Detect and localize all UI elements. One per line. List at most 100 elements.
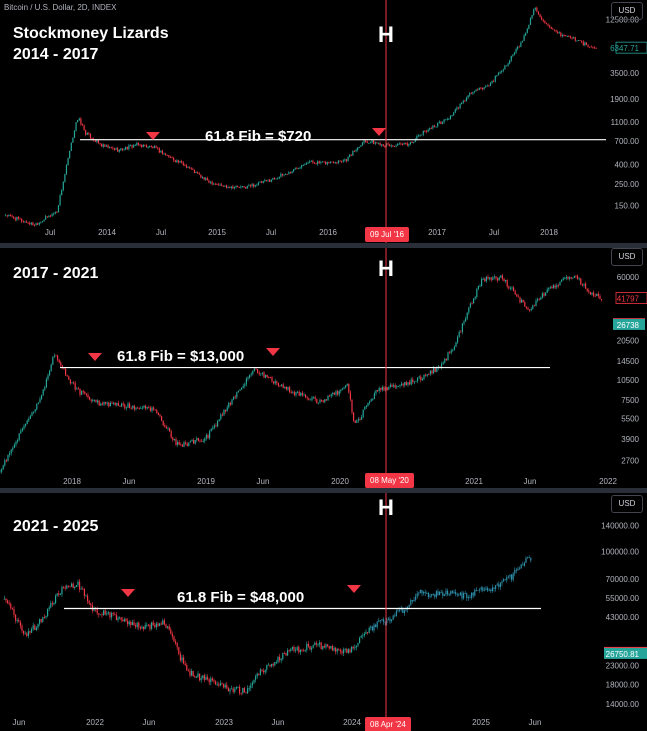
candle-body [259, 181, 261, 183]
candle-body [75, 122, 77, 131]
candle-body [392, 615, 394, 620]
currency-button-3[interactable]: USD [611, 495, 643, 513]
candle-body [496, 584, 498, 586]
candle-body [226, 684, 228, 689]
candle-body [296, 168, 298, 170]
candle-body [574, 37, 576, 41]
chart-svg-2[interactable]: 6000041797270842673820500145001050075005… [0, 248, 647, 488]
panel-separator[interactable] [0, 243, 647, 248]
candle-body [309, 161, 311, 163]
candle-body [426, 374, 428, 376]
candle-body [135, 407, 137, 410]
candle-body [592, 46, 594, 48]
y-tick-label: 60000 [617, 273, 640, 282]
chart-subtitle-3: 2021 - 2025 [13, 518, 99, 535]
candle-body [108, 402, 110, 407]
panel-separator[interactable] [0, 488, 647, 493]
candle-body [369, 142, 372, 144]
candle-body [226, 407, 228, 412]
candle-body [318, 161, 320, 163]
candle-body [582, 41, 584, 46]
candle-body [253, 184, 255, 187]
candle-body [594, 295, 596, 297]
candle-body [589, 291, 591, 295]
candle-body [174, 641, 177, 644]
candle-body [448, 594, 450, 596]
candle-body [453, 591, 455, 593]
candle-body [129, 403, 131, 409]
chart-svg-1[interactable]: 12500.00 6347.71 3500.00 1900.00 1100.00 700.… [0, 0, 647, 243]
x-tick-label: 2017 [428, 228, 446, 237]
candle-body [530, 557, 532, 561]
candle-body [73, 382, 75, 384]
candle-body [76, 388, 78, 390]
candle-body [454, 109, 456, 113]
candle-body [370, 626, 372, 628]
candle-body [488, 85, 490, 87]
candle-body [285, 174, 287, 175]
currency-button-1[interactable]: USD [611, 2, 643, 20]
candle-body [249, 374, 251, 378]
candle-body [58, 359, 60, 363]
candle-body [386, 619, 388, 623]
candle-body [214, 681, 217, 685]
x-tick-label: 2024 [343, 718, 361, 727]
candle-body [337, 391, 339, 395]
candle-body [160, 623, 162, 625]
candle-body [482, 587, 484, 591]
candle-body [222, 185, 224, 187]
candle-body [118, 149, 120, 152]
candle-body [569, 36, 572, 39]
candle-body [43, 617, 45, 618]
candle-body [262, 180, 264, 183]
candle-body [244, 384, 246, 386]
candle-body [363, 140, 365, 143]
candle-body [123, 618, 125, 622]
y-tick-label: 3500.00 [610, 69, 639, 78]
candle-body [305, 394, 307, 398]
candle-body [504, 579, 506, 581]
candle-body [520, 564, 522, 569]
candle-body [414, 596, 417, 600]
candle-body [349, 649, 351, 653]
x-tick-label: 2019 [197, 477, 215, 486]
candle-body [491, 81, 493, 83]
candle-body [71, 382, 73, 384]
candle-body [22, 630, 25, 634]
chart-svg-3[interactable]: 140000.00 100000.00 70000.00 55000.00 43000.… [0, 493, 647, 731]
candle-body [86, 595, 89, 602]
currency-button-2[interactable]: USD [611, 248, 643, 266]
x-tick-label: 2018 [540, 228, 558, 237]
candle-body [453, 346, 455, 350]
candle-body [278, 176, 280, 179]
candle-body [382, 144, 384, 147]
candle-body [114, 614, 116, 615]
candle-body [158, 148, 160, 153]
candle-body [159, 415, 161, 417]
candle-body [213, 425, 215, 428]
candle-body [349, 392, 351, 400]
y-tick-label: 14500 [617, 357, 640, 366]
candle-body [146, 407, 148, 409]
candle-body [221, 414, 223, 416]
candle-body [557, 31, 559, 34]
candle-body [296, 647, 298, 650]
candle-body [571, 38, 573, 39]
candle-body [378, 387, 380, 392]
candle-body [288, 172, 290, 175]
candle-body [460, 331, 462, 333]
candle-body [322, 400, 324, 402]
candle-body [462, 100, 464, 103]
candle-body [374, 624, 377, 628]
y-tick-label: 3900 [621, 435, 639, 444]
candle-body [136, 622, 138, 627]
candle-body [266, 664, 268, 670]
candle-body [195, 172, 197, 173]
candle-body [201, 440, 203, 442]
candle-body [469, 93, 471, 96]
candle-body [478, 589, 481, 591]
candle-body [361, 416, 363, 420]
candles [5, 6, 597, 227]
candle-body [254, 184, 256, 187]
candle-body [394, 615, 396, 617]
